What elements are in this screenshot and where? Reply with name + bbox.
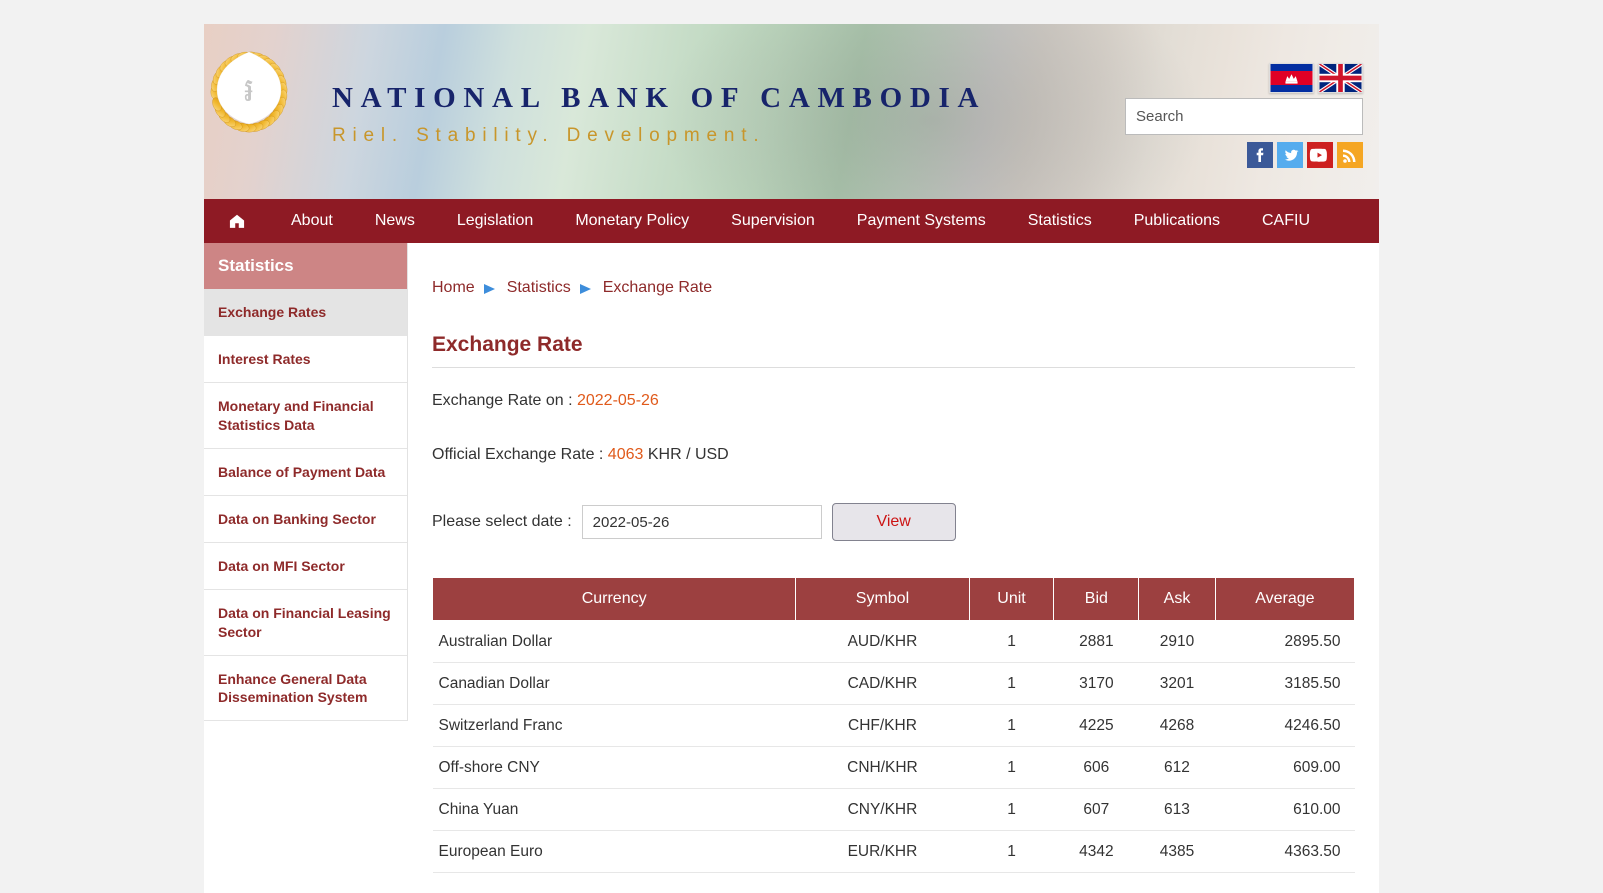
svg-text:៛: ៛ xyxy=(244,73,254,109)
